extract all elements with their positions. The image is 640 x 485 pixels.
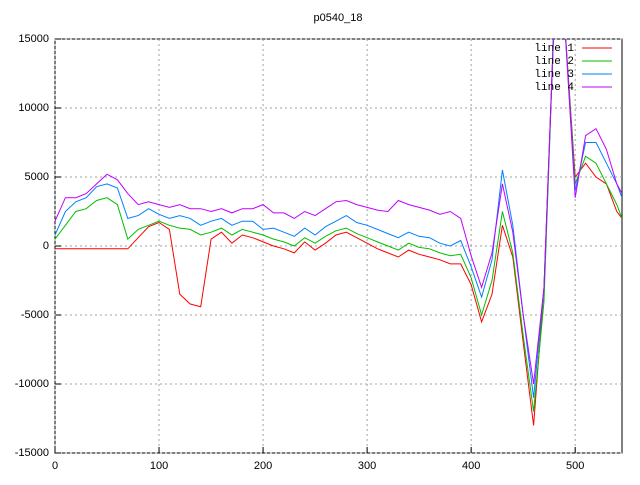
y-tick-label: 5000 (25, 171, 49, 183)
x-tick-label: 200 (254, 460, 272, 472)
y-tick-label: 15000 (18, 33, 49, 45)
y-tick-label: -10000 (15, 378, 49, 390)
data-line (55, 39, 622, 385)
x-tick-label: 400 (462, 460, 480, 472)
legend-label: line 1 (534, 43, 574, 55)
x-tick-label: 0 (52, 460, 58, 472)
y-tick-label: 10000 (18, 102, 49, 114)
data-line (55, 39, 622, 426)
x-tick-label: 100 (150, 460, 168, 472)
data-line (55, 39, 622, 398)
data-line (55, 39, 622, 412)
legend-label: line 4 (534, 82, 574, 94)
legend-label: line 3 (534, 69, 574, 81)
x-tick-label: 500 (566, 460, 584, 472)
y-tick-label: 0 (43, 240, 49, 252)
legend-label: line 2 (534, 56, 574, 68)
x-tick-label: 300 (358, 460, 376, 472)
y-tick-label: -5000 (21, 309, 49, 321)
chart-title: p0540_18 (314, 12, 363, 24)
plot-area (55, 39, 622, 426)
y-tick-label: -15000 (15, 447, 49, 459)
